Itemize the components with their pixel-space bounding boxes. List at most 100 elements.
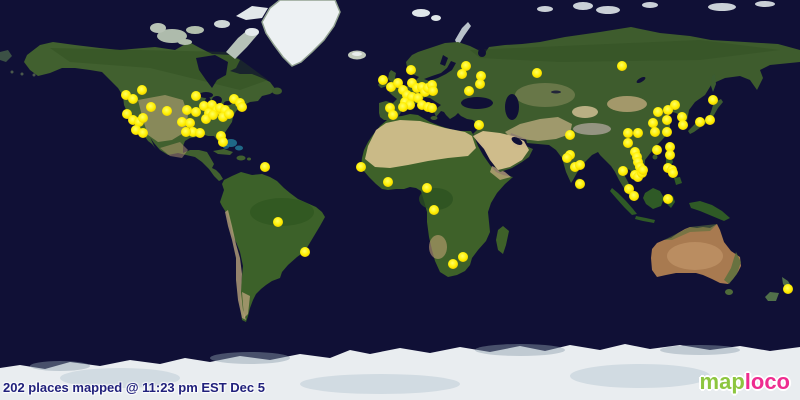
maploco-logo[interactable]: maploco — [700, 369, 790, 395]
place-marker — [386, 82, 396, 92]
landmass-greenland — [261, 0, 341, 67]
place-marker — [224, 109, 234, 119]
place-marker — [191, 91, 201, 101]
place-marker — [128, 94, 138, 104]
logo-loco: loco — [744, 369, 790, 394]
place-marker — [385, 103, 395, 113]
place-marker — [629, 191, 639, 201]
place-marker — [138, 113, 148, 123]
place-marker — [378, 75, 388, 85]
place-marker — [562, 153, 572, 163]
place-marker — [422, 183, 432, 193]
place-marker — [407, 78, 417, 88]
place-marker — [300, 247, 310, 257]
place-marker — [273, 217, 283, 227]
place-marker — [199, 101, 209, 111]
place-marker — [448, 259, 458, 269]
antarctica — [0, 344, 800, 400]
place-marker — [188, 127, 198, 137]
place-marker — [650, 127, 660, 137]
place-marker — [623, 138, 633, 148]
place-marker — [429, 205, 439, 215]
arctic-islands — [150, 0, 775, 67]
caribbean — [213, 139, 251, 161]
place-marker — [663, 105, 673, 115]
place-marker — [413, 93, 423, 103]
place-marker — [428, 86, 438, 96]
place-marker — [677, 112, 687, 122]
southeast-asia-islands — [610, 156, 730, 223]
oceania — [651, 224, 791, 301]
eurasia — [378, 27, 800, 197]
place-marker — [617, 61, 627, 71]
place-marker — [388, 110, 398, 120]
place-marker — [393, 78, 403, 88]
place-marker — [128, 115, 138, 125]
place-marker — [648, 118, 658, 128]
place-marker — [662, 127, 672, 137]
place-marker — [427, 80, 437, 90]
place-marker — [181, 127, 191, 137]
place-marker — [623, 128, 633, 138]
place-marker — [575, 160, 585, 170]
bering-fragments — [0, 50, 36, 77]
place-marker — [260, 162, 270, 172]
place-marker — [216, 131, 226, 141]
place-marker — [695, 117, 705, 127]
place-marker — [229, 94, 239, 104]
place-marker — [633, 128, 643, 138]
place-marker — [417, 100, 427, 110]
place-marker — [624, 184, 634, 194]
place-marker — [461, 61, 471, 71]
place-marker — [356, 162, 366, 172]
place-marker — [678, 120, 688, 130]
place-marker — [532, 68, 542, 78]
place-marker — [405, 100, 415, 110]
place-marker — [653, 107, 663, 117]
place-marker — [575, 179, 585, 189]
place-marker — [218, 112, 228, 122]
place-marker — [162, 106, 172, 116]
place-marker — [383, 177, 393, 187]
place-marker — [457, 69, 467, 79]
place-marker — [474, 120, 484, 130]
place-marker — [668, 168, 678, 178]
place-marker — [218, 137, 228, 147]
place-marker — [475, 79, 485, 89]
place-marker — [464, 86, 474, 96]
place-marker — [146, 102, 156, 112]
place-marker — [638, 165, 648, 175]
place-marker — [783, 284, 793, 294]
place-marker — [195, 128, 205, 138]
place-marker — [662, 115, 672, 125]
place-marker — [177, 117, 187, 127]
place-marker — [565, 130, 575, 140]
place-marker — [131, 125, 141, 135]
place-marker — [663, 194, 673, 204]
place-marker — [652, 145, 662, 155]
place-marker — [191, 107, 201, 117]
place-marker — [670, 100, 680, 110]
place-marker — [618, 166, 628, 176]
place-marker — [406, 65, 416, 75]
logo-map: map — [699, 369, 745, 394]
place-marker — [182, 105, 192, 115]
place-marker — [137, 85, 147, 95]
place-marker — [208, 110, 218, 120]
place-marker — [122, 109, 132, 119]
place-marker — [708, 95, 718, 105]
place-marker — [207, 100, 217, 110]
place-marker — [705, 115, 715, 125]
place-marker — [185, 118, 195, 128]
place-marker — [237, 102, 247, 112]
place-marker — [458, 252, 468, 262]
place-marker — [427, 103, 437, 113]
africa — [361, 114, 513, 277]
place-marker — [121, 90, 131, 100]
place-marker — [201, 114, 211, 124]
place-marker — [476, 71, 486, 81]
place-marker — [665, 150, 675, 160]
place-marker — [138, 128, 148, 138]
